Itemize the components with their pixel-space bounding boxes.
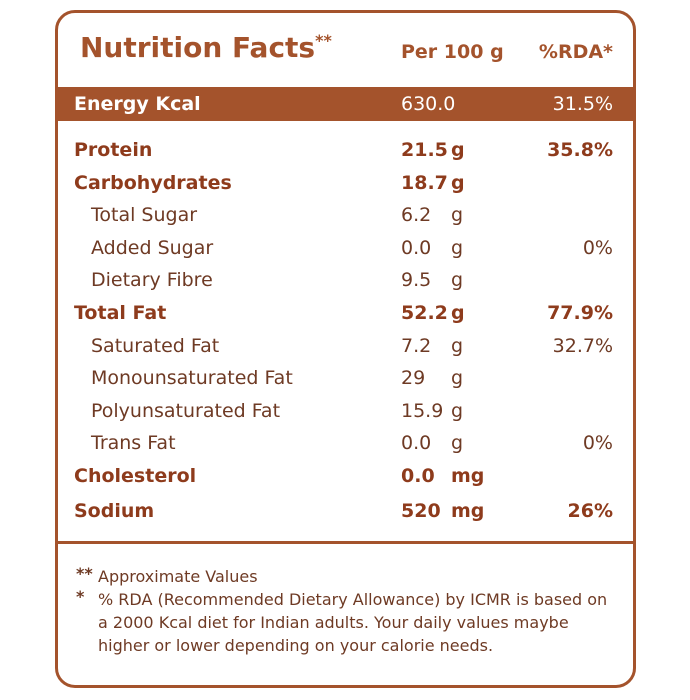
rda: 32.7%	[552, 334, 613, 357]
unit: g	[451, 171, 465, 194]
unit: g	[451, 204, 464, 227]
per-header: Per 100 g	[401, 41, 504, 63]
unit: g	[451, 302, 465, 324]
sub-nutrient: Trans Fat	[91, 432, 176, 455]
nutrition-card: Nutrition Facts** Per 100 g %RDA* Energy…	[55, 10, 636, 688]
nutrient: Total Fat	[74, 302, 167, 324]
amount: 0.0	[401, 236, 432, 259]
energy-row: Energy Kcal 630.0 31.5%	[58, 90, 633, 121]
rda: 77.9%	[547, 302, 613, 324]
title-text: Nutrition Facts	[80, 31, 316, 64]
unit: g	[451, 334, 464, 357]
unit: mg	[451, 499, 485, 522]
sub-nutrient: Monounsaturated Fat	[91, 367, 293, 390]
footnote-mark: **	[76, 564, 93, 583]
footnote-text: % RDA (Recommended Dietary Allowance) by…	[98, 590, 608, 655]
amount: 9.5	[401, 269, 432, 292]
unit: g	[451, 399, 464, 422]
nutrient: Cholesterol	[74, 465, 197, 487]
divider	[58, 87, 633, 90]
divider	[58, 541, 633, 544]
amount: 0.0	[401, 465, 435, 487]
nutrient: Protein	[74, 139, 153, 161]
amount: 21.5	[401, 139, 448, 161]
amount: 6.2	[401, 204, 432, 227]
sub-nutrient: Total Sugar	[91, 204, 198, 227]
rda-header: %RDA*	[538, 41, 613, 63]
unit: g	[451, 139, 465, 161]
title: Nutrition Facts**	[80, 31, 332, 64]
amount: 520	[401, 499, 441, 522]
title-mark: **	[315, 31, 332, 50]
unit: g	[451, 236, 464, 259]
rda: 26%	[567, 499, 613, 522]
unit: mg	[451, 465, 485, 487]
amount: 29	[401, 367, 426, 390]
rda: 0%	[582, 236, 613, 259]
energy-rda: 31.5%	[552, 93, 613, 115]
energy-label: Energy Kcal	[74, 93, 201, 115]
nutrient: Sodium	[74, 499, 155, 522]
sub-nutrient: Added Sugar	[91, 236, 214, 259]
amount: 7.2	[401, 334, 432, 357]
footnote-text: Approximate Values	[98, 567, 258, 586]
sub-nutrient: Saturated Fat	[91, 334, 220, 357]
unit: g	[451, 367, 464, 390]
sub-nutrient: Dietary Fibre	[91, 269, 213, 292]
amount: 0.0	[401, 432, 432, 455]
energy-value: 630.0	[401, 93, 456, 115]
sub-nutrient: Polyunsaturated Fat	[91, 399, 281, 422]
unit: g	[451, 269, 464, 292]
nutrient: Carbohydrates	[74, 171, 232, 194]
footnote-mark: *	[76, 587, 85, 606]
rda: 35.8%	[547, 139, 613, 161]
amount: 18.7	[401, 171, 448, 194]
amount: 52.2	[401, 302, 448, 324]
rda: 0%	[582, 432, 613, 455]
amount: 15.9	[401, 399, 444, 422]
unit: g	[451, 432, 464, 455]
